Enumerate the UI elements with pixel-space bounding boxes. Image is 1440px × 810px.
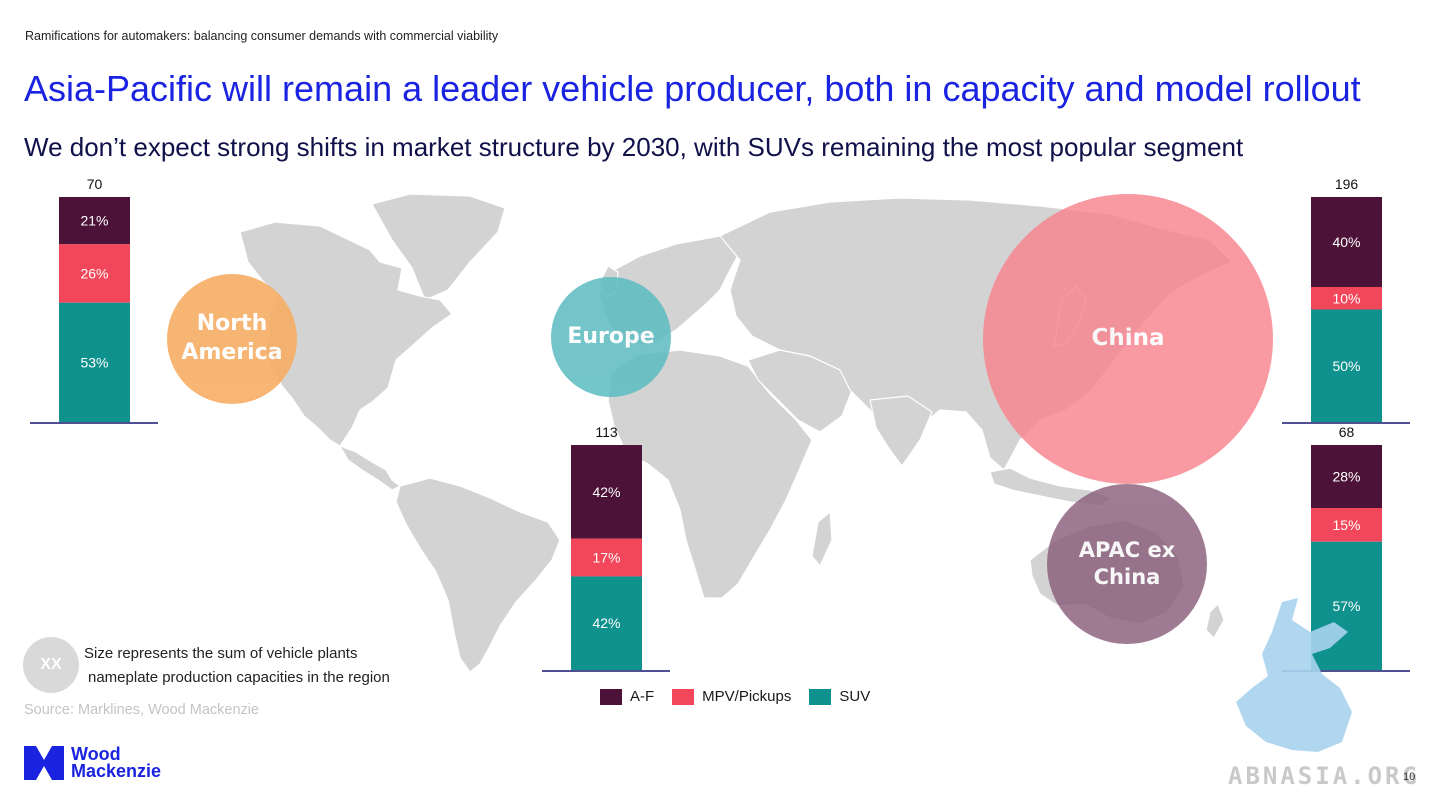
legend-swatch-suv bbox=[809, 688, 832, 705]
bubble-europe: Europe bbox=[551, 277, 671, 397]
data-label-europe-mpv-pickups: 17% bbox=[592, 550, 620, 566]
bar-segment-china-a-f bbox=[1311, 197, 1382, 287]
breadcrumb: Ramifications for automakers: balancing … bbox=[25, 29, 499, 43]
map-india bbox=[869, 395, 933, 468]
source-note: Source: Marklines, Wood Mackenzie bbox=[24, 702, 260, 718]
legend-label-suv: SUV bbox=[839, 688, 871, 705]
total-label-north-america: 70 bbox=[87, 176, 103, 192]
bar-segment-apac-ex-china-a-f bbox=[1311, 445, 1382, 508]
bar-segment-europe-suv bbox=[571, 576, 642, 670]
legend-swatch-mpv bbox=[672, 688, 695, 705]
bar-segment-china-mpv-pickups bbox=[1311, 287, 1382, 310]
size-note: Size represents the sum of vehicle plant… bbox=[84, 642, 390, 690]
page-number: 10 bbox=[1403, 771, 1416, 783]
data-label-europe-a-f: 42% bbox=[592, 484, 620, 500]
page-subtitle: We don’t expect strong shifts in market … bbox=[24, 132, 1244, 162]
bubble-china: China bbox=[983, 194, 1273, 484]
bar-segment-europe-a-f bbox=[571, 445, 642, 539]
logo-text-line-2: Mackenzie bbox=[71, 761, 162, 781]
data-label-europe-suv: 42% bbox=[592, 615, 620, 631]
data-label-north-america-mpv-pickups: 26% bbox=[80, 266, 108, 282]
bar-segment-north-america-suv bbox=[59, 302, 130, 422]
data-label-apac-ex-china-mpv-pickups: 15% bbox=[1332, 517, 1360, 533]
bar-segment-china-suv bbox=[1311, 309, 1382, 422]
logo-text-line-1: Wood bbox=[71, 744, 121, 764]
size-note-line-2: nameplate production capacities in the r… bbox=[88, 669, 390, 686]
size-note-line-1: Size represents the sum of vehicle plant… bbox=[84, 645, 358, 662]
map-madagascar bbox=[811, 510, 833, 568]
total-label-europe: 113 bbox=[595, 424, 618, 440]
data-label-china-a-f: 40% bbox=[1332, 234, 1360, 250]
watermark-text: ABNASIA.ORG bbox=[1228, 762, 1420, 790]
logo-text: Wood Mackenzie bbox=[71, 744, 162, 781]
legend-item-suv: SUV bbox=[809, 688, 870, 705]
bar-segment-north-america-a-f bbox=[59, 197, 130, 245]
bar-segment-apac-ex-china-mpv-pickups bbox=[1311, 508, 1382, 542]
data-label-china-mpv-pickups: 10% bbox=[1332, 290, 1360, 306]
legend-label-mpv: MPV/Pickups bbox=[702, 688, 792, 705]
legend-item-af: A-F bbox=[600, 688, 654, 705]
legend-label-af: A-F bbox=[630, 688, 655, 705]
bubble-north-america: North America bbox=[167, 274, 297, 404]
size-key-circle: XX bbox=[23, 637, 79, 693]
data-label-apac-ex-china-suv: 57% bbox=[1332, 598, 1360, 614]
legend-item-mpv: MPV/Pickups bbox=[672, 688, 791, 705]
map-new-zealand bbox=[1205, 602, 1225, 639]
total-label-china: 196 bbox=[1335, 176, 1359, 192]
size-key-text: XX bbox=[40, 656, 62, 673]
map-south-america bbox=[395, 477, 561, 673]
data-label-apac-ex-china-a-f: 28% bbox=[1332, 469, 1360, 485]
bar-segment-north-america-mpv-pickups bbox=[59, 244, 130, 303]
map-greenland bbox=[371, 193, 506, 301]
watermark-griffin-icon bbox=[1236, 598, 1352, 752]
bar-segment-europe-mpv-pickups bbox=[571, 538, 642, 577]
wood-mackenzie-logo-icon bbox=[24, 746, 64, 780]
legend-swatch-af bbox=[600, 688, 622, 705]
total-label-apac-ex-china: 68 bbox=[1339, 424, 1355, 440]
data-label-china-suv: 50% bbox=[1332, 358, 1360, 374]
chart-legend: A-F MPV/Pickups SUV bbox=[600, 688, 870, 705]
bubble-apac-ex-china: APAC ex China bbox=[1047, 484, 1207, 644]
data-label-north-america-suv: 53% bbox=[80, 354, 108, 370]
data-label-north-america-a-f: 21% bbox=[80, 213, 108, 229]
page-title: Asia-Pacific will remain a leader vehicl… bbox=[24, 68, 1361, 109]
map-africa bbox=[607, 349, 813, 599]
wood-mackenzie-logo: Wood Mackenzie bbox=[24, 744, 162, 781]
